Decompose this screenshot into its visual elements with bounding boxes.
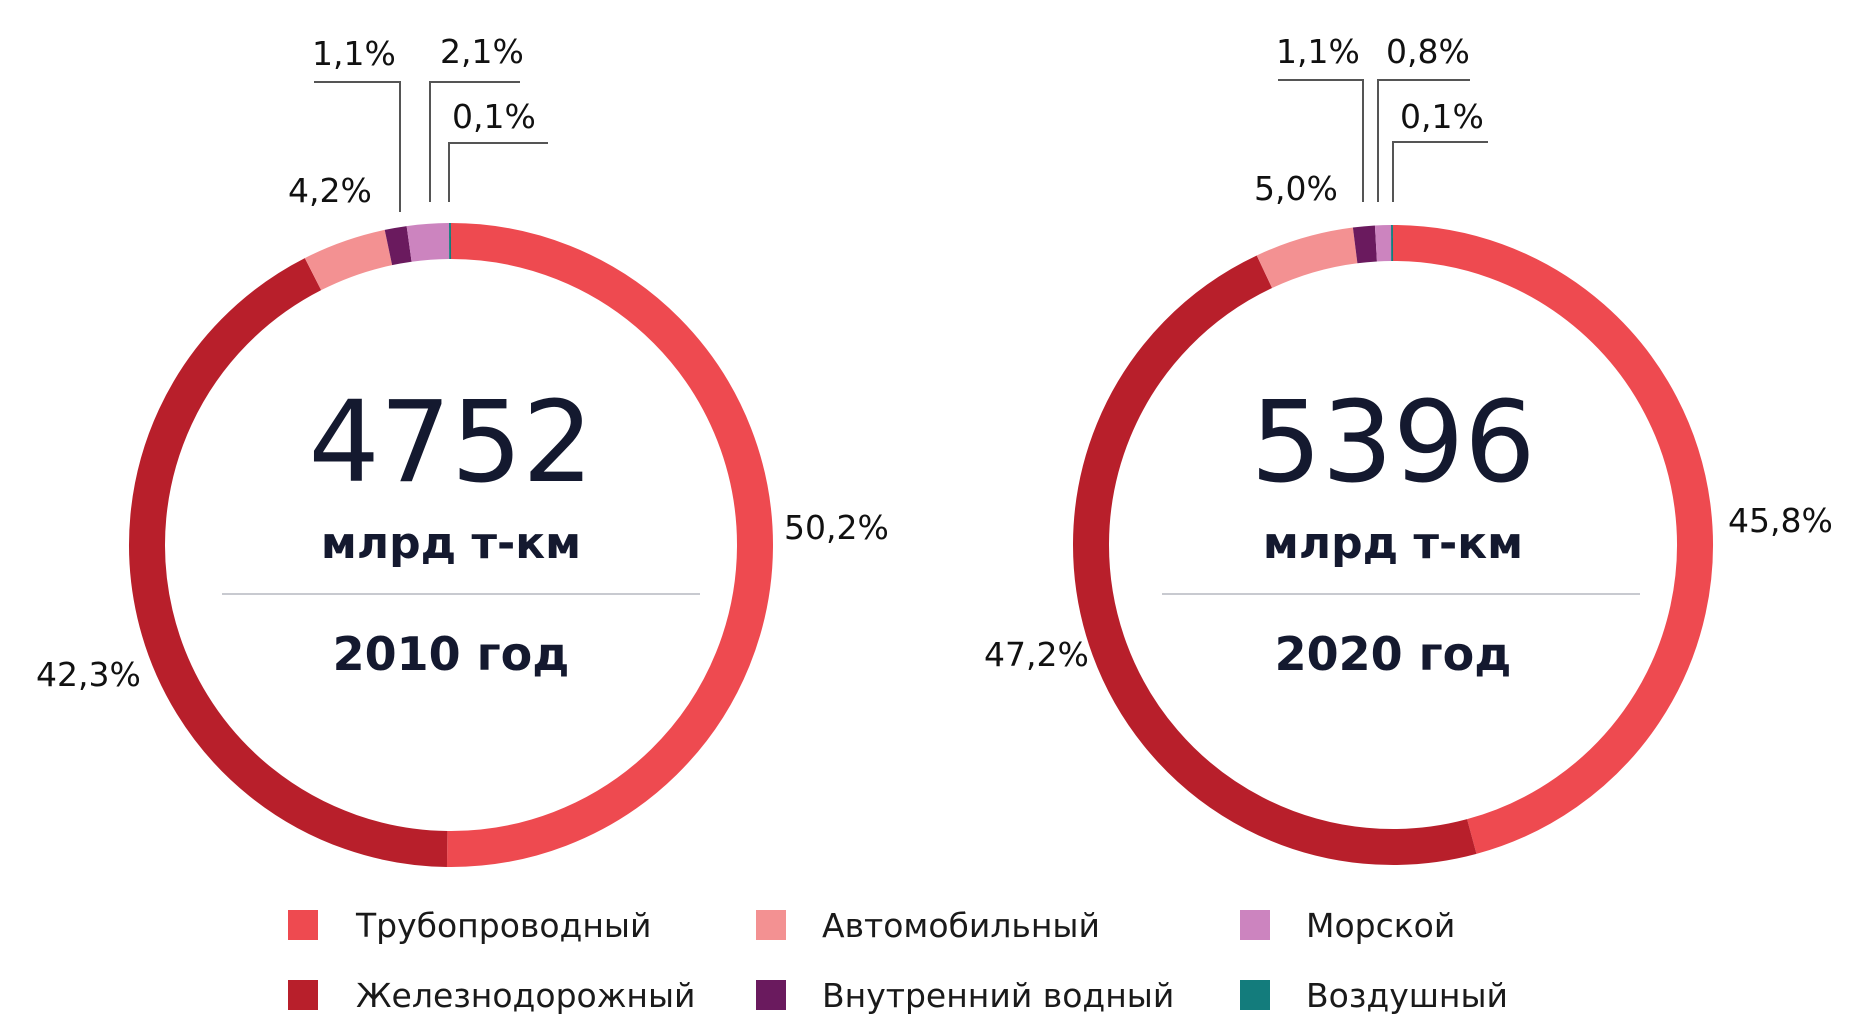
leader-line-air-2010 (448, 142, 548, 202)
donut-slice-pipeline-2020 (1392, 225, 1713, 854)
pct-label-air-2020: 0,1% (1400, 97, 1484, 136)
total-value-2010: 4752 (308, 378, 593, 508)
legend-swatch-road (756, 910, 786, 940)
pct-label-sea-2020: 0,8% (1386, 32, 1470, 71)
pct-label-pipeline-2020: 45,8% (1728, 501, 1833, 540)
unit-label-2020: млрд т-км (1263, 518, 1523, 569)
legend-swatch-sea (1240, 910, 1270, 940)
unit-label-2010: млрд т-км (321, 518, 581, 569)
legend-item-road: Автомобильный (756, 906, 1100, 945)
legend-swatch-pipeline (288, 910, 318, 940)
legend-label-sea: Морской (1306, 906, 1455, 945)
leader-line-air-2020 (1392, 141, 1488, 202)
pct-label-inland-water-2010: 1,1% (312, 34, 396, 73)
donut-chart-2010: 4752 млрд т-км 2010 год 50,2% 42,3% 4,2%… (36, 32, 889, 867)
donut-slice-road-2010 (304, 229, 393, 291)
leader-line-sea-2020 (1377, 79, 1470, 202)
donut-slice-rail-2020 (1073, 255, 1477, 865)
legend-item-sea: Морской (1240, 906, 1455, 945)
legend-item-rail: Железнодорожный (288, 976, 696, 1015)
donut-ring-2010 (129, 223, 773, 867)
donut-slice-pipeline-2010 (446, 223, 773, 867)
pct-label-rail-2020: 47,2% (984, 635, 1089, 674)
leader-line-inland-water-2020 (1278, 79, 1364, 202)
donut-ring-2020 (1073, 225, 1713, 865)
pct-label-inland-water-2020: 1,1% (1276, 32, 1360, 71)
legend-item-air: Воздушный (1240, 976, 1508, 1015)
pct-label-rail-2010: 42,3% (36, 655, 141, 694)
donut-slice-inland-water-2020 (1352, 225, 1378, 264)
donut-slice-rail-2010 (129, 258, 448, 867)
legend-swatch-air (1240, 980, 1270, 1010)
donut-slice-inland-water-2010 (384, 226, 412, 266)
legend-item-inland-water: Внутренний водный (756, 976, 1174, 1015)
pct-label-pipeline-2010: 50,2% (784, 508, 889, 547)
donut-slice-sea-2010 (406, 223, 450, 262)
pct-label-sea-2010: 2,1% (440, 32, 524, 71)
legend-swatch-inland-water (756, 980, 786, 1010)
pct-label-road-2020: 5,0% (1254, 169, 1338, 208)
legend-item-pipeline: Трубопроводный (288, 906, 651, 945)
total-value-2020: 5396 (1250, 378, 1535, 508)
leader-line-sea-2010 (429, 81, 520, 202)
year-label-2020: 2020 год (1275, 627, 1512, 681)
legend-swatch-rail (288, 980, 318, 1010)
legend-label-road: Автомобильный (822, 906, 1100, 945)
donut-chart-2020: 5396 млрд т-км 2020 год 45,8% 47,2% 5,0%… (984, 32, 1833, 865)
legend-label-inland-water: Внутренний водный (822, 976, 1174, 1015)
legend-label-rail: Железнодорожный (356, 976, 696, 1015)
legend-label-pipeline: Трубопроводный (355, 906, 651, 945)
legend-label-air: Воздушный (1306, 976, 1508, 1015)
donut-slice-road-2020 (1256, 227, 1358, 289)
pct-label-road-2010: 4,2% (288, 171, 372, 210)
legend: Трубопроводный Железнодорожный Автомобил… (288, 906, 1508, 1015)
leader-line-inland-water-2010 (314, 81, 401, 212)
pct-label-air-2010: 0,1% (452, 97, 536, 136)
year-label-2010: 2010 год (333, 627, 570, 681)
